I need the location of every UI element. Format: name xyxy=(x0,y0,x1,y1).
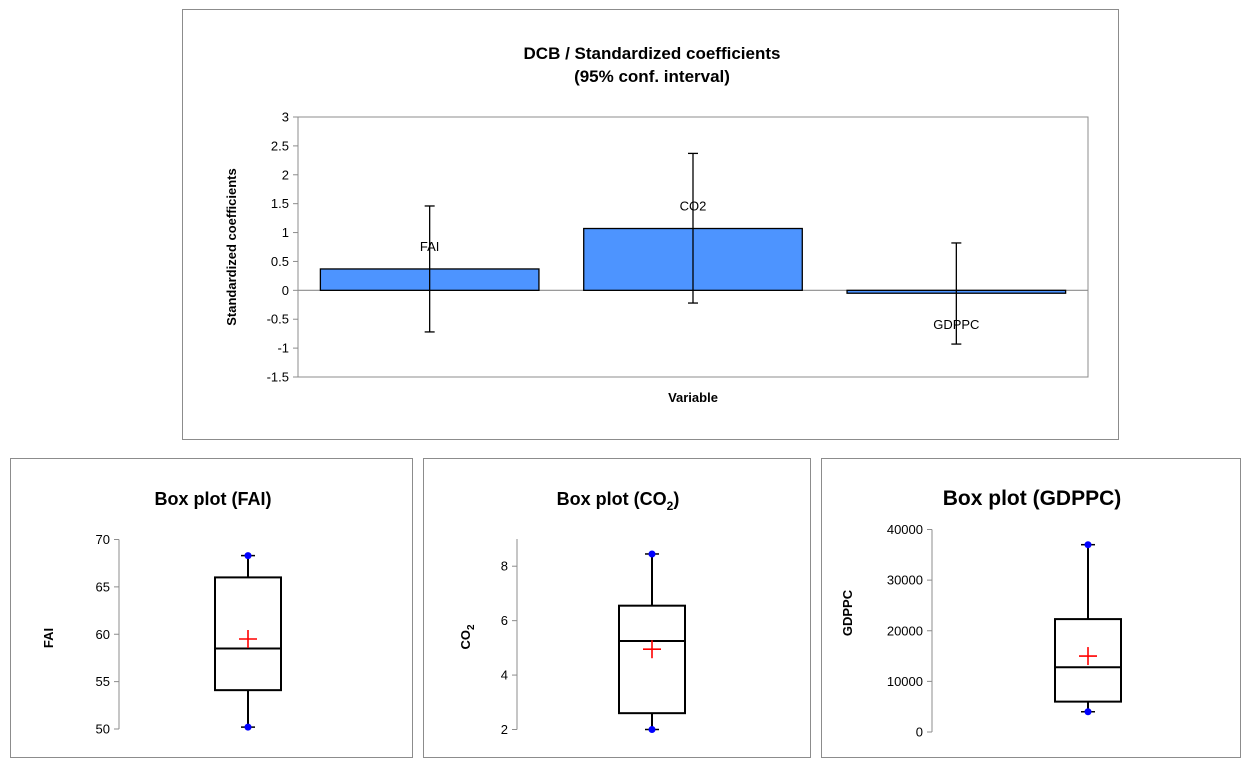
y-tick-label: 1.5 xyxy=(271,196,289,211)
fai-y-tick-label: 50 xyxy=(96,722,110,737)
co2-y-tick-label: 6 xyxy=(501,613,508,628)
co2-y-tick-label: 8 xyxy=(501,559,508,574)
co2-y-tick-label: 2 xyxy=(501,722,508,737)
boxplot-co2-title-subscript: 2 xyxy=(667,499,674,513)
data-label-co2: CO2 xyxy=(680,199,707,214)
chart-title-line2: (95% conf. interval) xyxy=(574,67,730,86)
fai-y-tick-label: 60 xyxy=(96,627,110,642)
gdppc-y-tick-label: 40000 xyxy=(887,522,923,537)
coefficients-chart-panel: DCB / Standardized coefficients (95% con… xyxy=(182,9,1119,440)
gdppc-y-tick-label: 20000 xyxy=(887,623,923,638)
gdppc-y-tick-label: 0 xyxy=(916,725,923,740)
boxplot-gdppc-title: Box plot (GDPPC) xyxy=(943,487,1122,510)
gdppc-min-point xyxy=(1084,708,1092,716)
y-tick-label: 0 xyxy=(282,283,289,298)
boxplot-fai: Box plot (FAI) FAI 70 65 60 55 50 xyxy=(41,489,282,737)
data-label-fai: FAI xyxy=(420,239,440,254)
boxplot-gdppc-panel: Box plot (GDPPC) GDPPC 40000 30000 20000 10… xyxy=(821,458,1241,758)
coefficients-chart: DCB / Standardized coefficients (95% con… xyxy=(224,44,1089,405)
y-tick-label: 2.5 xyxy=(271,138,289,153)
chart-title-line1: DCB / Standardized coefficients xyxy=(524,44,781,63)
fai-box xyxy=(214,576,282,692)
y-axis-label: Standardized coefficients xyxy=(224,168,239,325)
fai-max-point xyxy=(244,552,252,560)
gdppc-y-tick-label: 30000 xyxy=(887,573,923,588)
fai-y-tick-label: 65 xyxy=(96,579,110,594)
boxplot-co2-y-label: CO2 xyxy=(458,624,477,650)
gdppc-y-tick-label: 10000 xyxy=(887,674,923,689)
gdppc-max-point xyxy=(1084,541,1092,549)
boxplot-fai-title: Box plot (FAI) xyxy=(155,489,272,509)
co2-box xyxy=(618,604,686,715)
data-label-gdppc: GDPPC xyxy=(933,317,979,332)
boxplot-fai-y-label: FAI xyxy=(41,628,56,648)
gdppc-box xyxy=(1054,618,1122,703)
y-tick-label: 1 xyxy=(282,225,289,240)
boxplot-co2-title-end: ) xyxy=(673,489,679,509)
co2-min-point xyxy=(648,726,656,733)
y-tick-label: 0.5 xyxy=(271,254,289,269)
fai-y-tick-label: 70 xyxy=(96,532,110,547)
y-tick-label: 2 xyxy=(282,167,289,182)
boxplot-fai-panel: Box plot (FAI) FAI 70 65 60 55 50 xyxy=(10,458,413,758)
fai-min-point xyxy=(244,723,252,731)
fai-y-tick-label: 55 xyxy=(96,674,110,689)
x-axis-label: Variable xyxy=(668,390,718,405)
boxplot-gdppc: Box plot (GDPPC) GDPPC 40000 30000 20000 10… xyxy=(840,487,1122,740)
y-tick-label: -1 xyxy=(277,341,289,356)
co2-max-point xyxy=(648,550,656,558)
y-tick-label: 3 xyxy=(282,110,289,125)
co2-y-tick-label: 4 xyxy=(501,668,508,683)
boxplot-co2-y-label-subscript: 2 xyxy=(466,624,477,630)
boxplot-co2-y-label-main: CO xyxy=(458,630,473,650)
y-tick-label: -1.5 xyxy=(267,370,289,385)
y-tick-label: -0.5 xyxy=(267,312,289,327)
boxplot-gdppc-y-label: GDPPC xyxy=(840,589,855,636)
plot-area xyxy=(297,116,1089,378)
boxplot-co2-title: Box plot (CO2) xyxy=(557,489,680,513)
boxplot-co2-title-main: Box plot (CO xyxy=(557,489,667,509)
